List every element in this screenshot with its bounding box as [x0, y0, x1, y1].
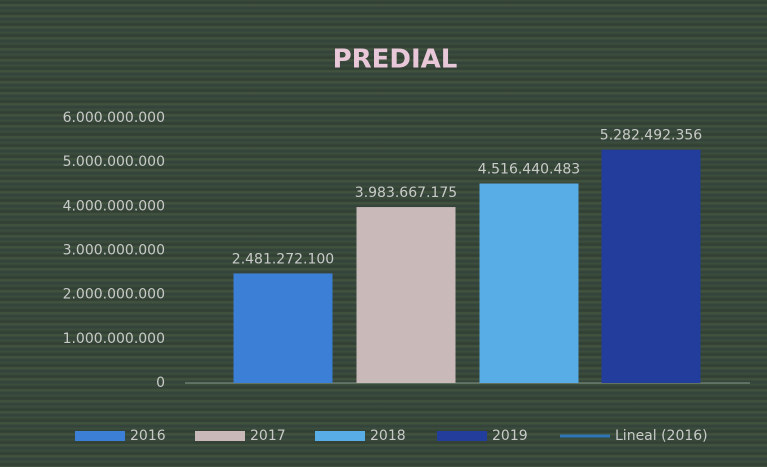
- legend-swatch: [195, 431, 245, 441]
- bar: [233, 273, 333, 383]
- bar: [479, 183, 579, 383]
- legend-label: 2019: [492, 428, 528, 444]
- chart-title: PREDIAL: [333, 45, 458, 75]
- legend-swatch: [437, 431, 487, 441]
- legend-label: 2016: [130, 428, 166, 444]
- value-label: 4.516.440.483: [478, 162, 580, 178]
- legend-label: 2017: [250, 428, 286, 444]
- y-tick-label: 3.000.000.000: [63, 243, 165, 259]
- legend-swatch: [75, 431, 125, 441]
- legend-label: Lineal (2016): [615, 428, 708, 444]
- legend-label: 2018: [370, 428, 406, 444]
- legend-swatch: [315, 431, 365, 441]
- bar: [601, 149, 701, 383]
- bar: [356, 207, 456, 383]
- y-tick-label: 1.000.000.000: [63, 331, 165, 347]
- y-tick-label: 0: [156, 375, 165, 391]
- value-label: 3.983.667.175: [355, 185, 457, 201]
- y-tick-label: 6.000.000.000: [63, 110, 165, 126]
- value-label: 2.481.272.100: [232, 251, 334, 267]
- y-tick-label: 2.000.000.000: [63, 287, 165, 303]
- y-tick-label: 4.000.000.000: [63, 198, 165, 214]
- value-label: 5.282.492.356: [600, 128, 703, 144]
- y-tick-label: 5.000.000.000: [63, 154, 165, 170]
